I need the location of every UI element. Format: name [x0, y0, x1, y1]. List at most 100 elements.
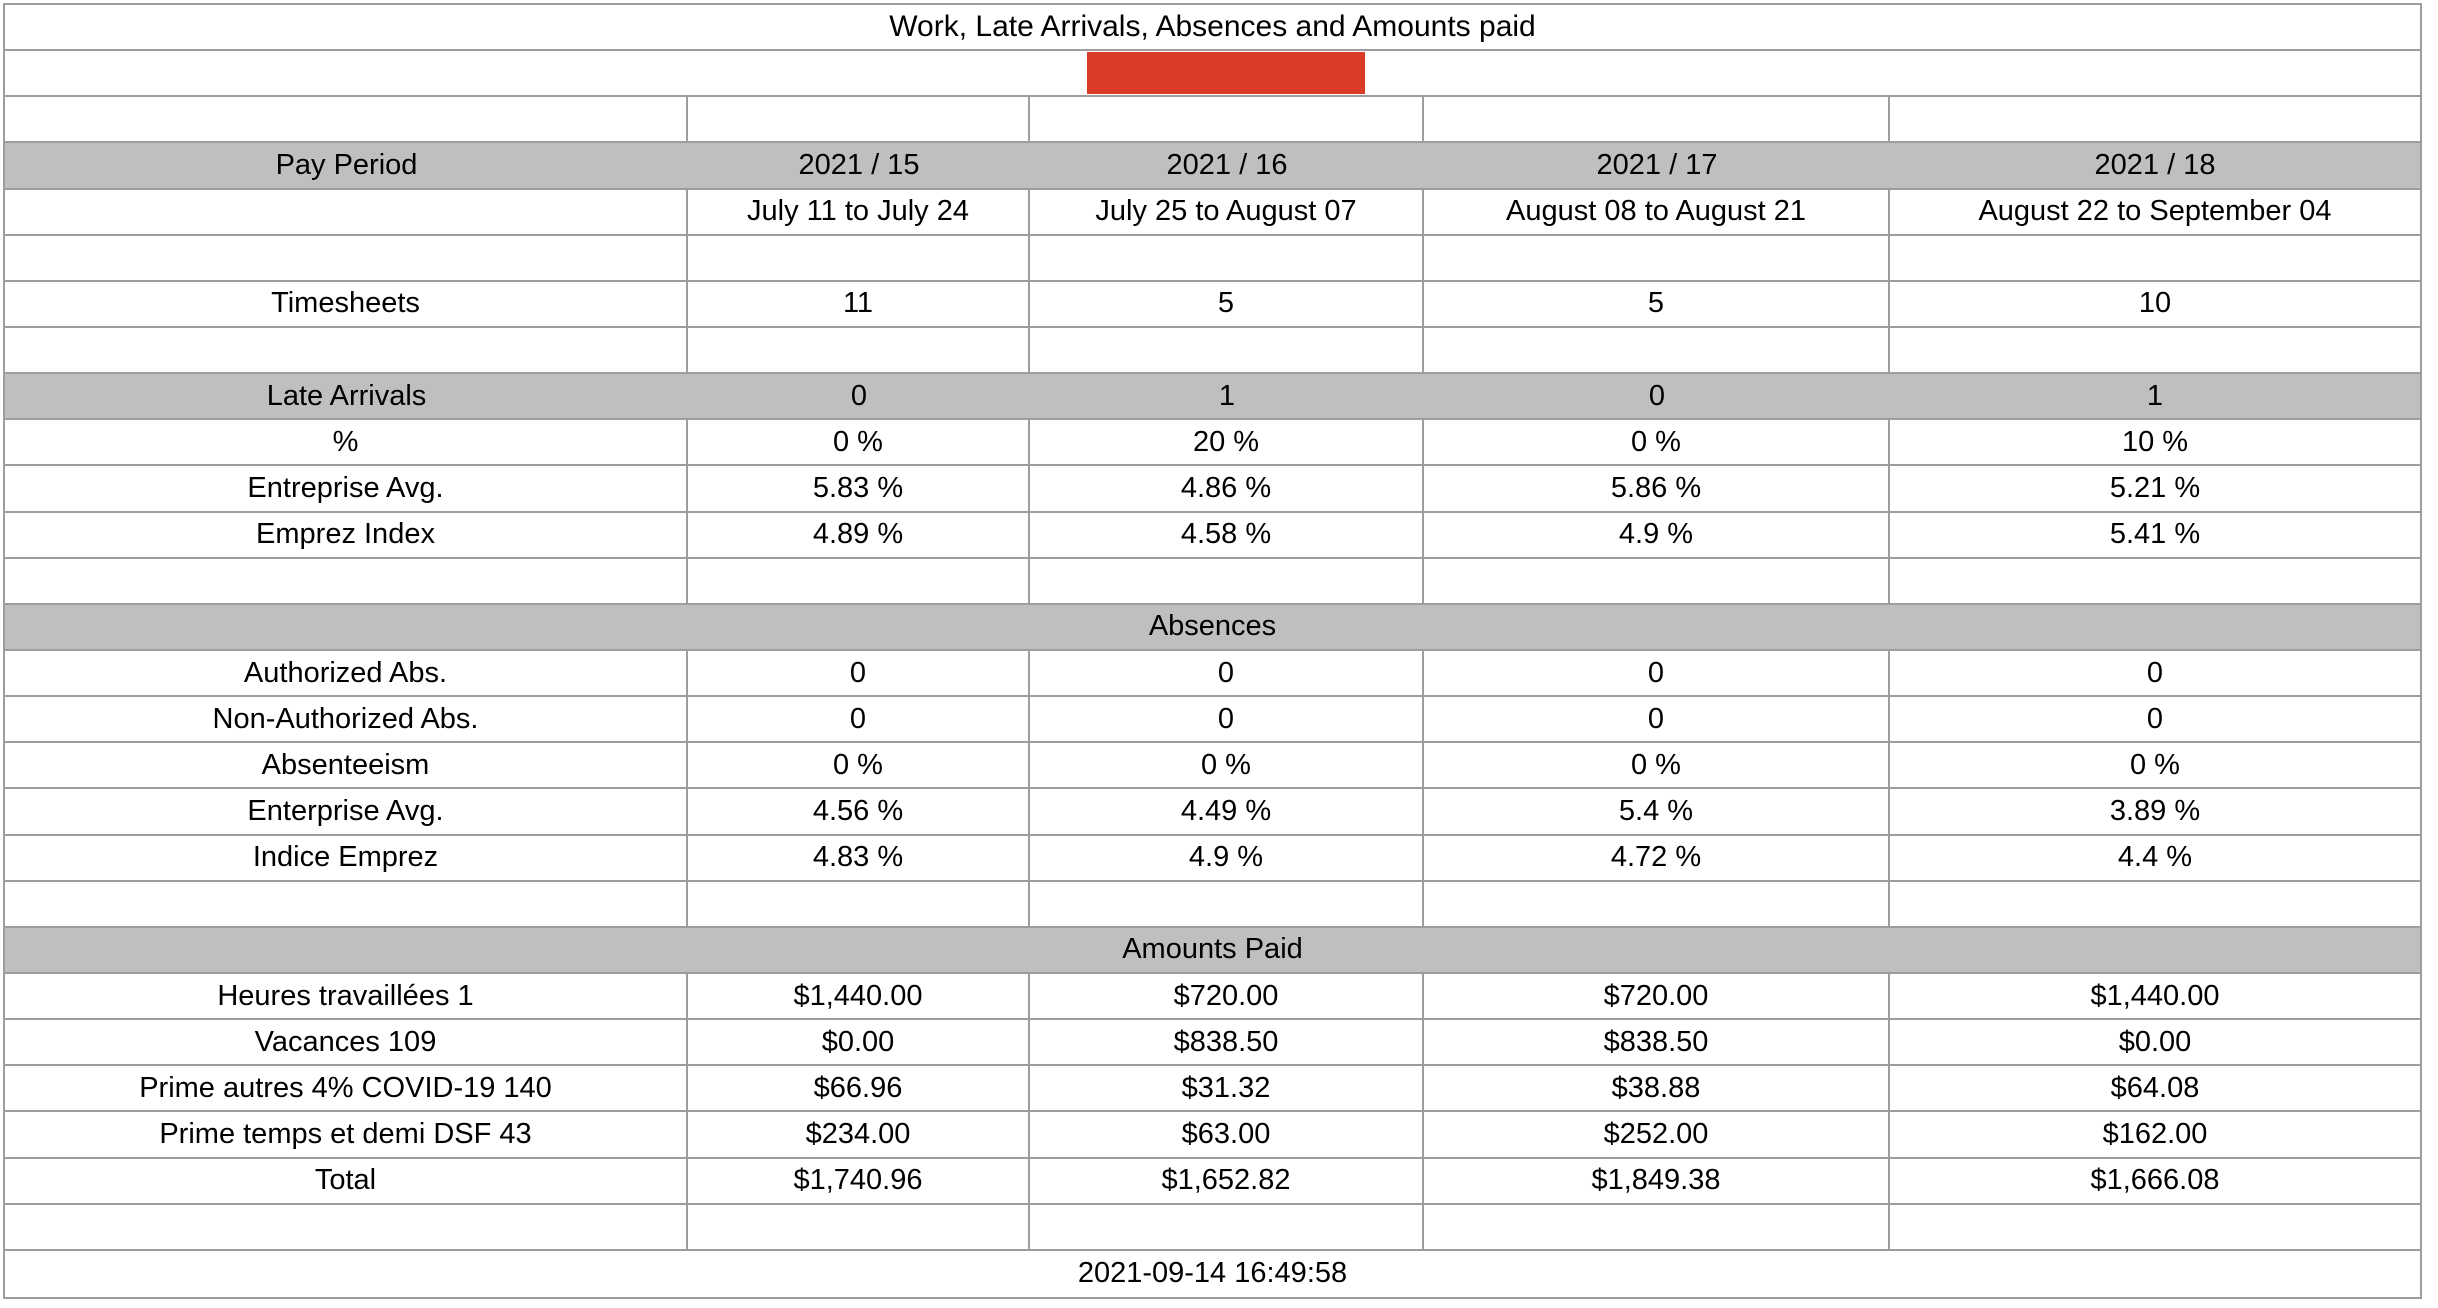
- vacances-row-cell-2: $838.50: [1030, 1020, 1424, 1065]
- vacances-row-cell-4: $0.00: [2118, 1025, 2192, 1058]
- total-row-cell-0: Total: [5, 1158, 688, 1203]
- spacer-row-2-cell-2: [1030, 235, 1424, 280]
- spacer-row-4-cell-1: [688, 558, 1030, 603]
- spacer-row-4-cell-4: [1890, 559, 2420, 603]
- authorized-abs-row-cell-2: 0: [1030, 650, 1424, 696]
- authorized-abs-row: Authorized Abs. 0 0 0 0: [5, 650, 2420, 698]
- absenteeism-row-cell-4: 0 %: [2130, 748, 2180, 781]
- late-arrivals-percent-row-cell-3: 0 %: [1424, 420, 1890, 465]
- timesheets-row-cell-3: 5: [1424, 281, 1890, 326]
- title-row-cell: Work, Late Arrivals, Absences and Amount…: [889, 10, 1536, 44]
- spacer-row-3-cell-0: [5, 327, 688, 373]
- vacances-row-cell-1: $0.00: [688, 1020, 1030, 1065]
- absenteeism-row-cell-3: 0 %: [1424, 743, 1890, 788]
- timesheets-row-cell-2: 5: [1030, 281, 1424, 326]
- prime-temps-demi-row-cell-2: $63.00: [1030, 1112, 1424, 1157]
- non-authorized-abs-row-cell-0: Non-Authorized Abs.: [5, 697, 688, 742]
- absences-indice-emprez-row-cell-4: 4.4 %: [2117, 841, 2193, 874]
- pay-period-header-row: Pay Period 2021 / 15 2021 / 16 2021 / 17 202…: [5, 143, 2420, 190]
- spacer-row-6-cell-1: [688, 1204, 1030, 1249]
- timesheets-row: Timesheets 11 5 5 10: [5, 281, 2420, 328]
- spacer-row-5-cell-3: [1424, 881, 1890, 926]
- absences-indice-emprez-row-cell-1: 4.83 %: [688, 835, 1030, 880]
- pay-period-dates-row-cell-1: July 11 to July 24: [688, 189, 1030, 234]
- absences-band-row-cell: Absences: [1148, 610, 1277, 643]
- absences-indice-emprez-row-cell-0: Indice Emprez: [5, 835, 688, 880]
- spacer-row-4-cell-0: [5, 558, 688, 603]
- prime-autres-covid-row-cell-0: Prime autres 4% COVID-19 140: [5, 1066, 688, 1111]
- amounts-paid-band-row: Amounts Paid: [5, 927, 2420, 974]
- spacer-row-2-cell-1: [688, 235, 1030, 280]
- absenteeism-row-cell-1: 0 %: [688, 743, 1030, 788]
- authorized-abs-row-cell-3: 0: [1424, 650, 1890, 696]
- redacted-name-row: [5, 51, 2420, 98]
- absences-enterprise-avg-row-cell-1: 4.56 %: [688, 789, 1030, 834]
- timesheets-row-cell-0: Timesheets: [5, 281, 688, 326]
- spacer-row-1-cell-4: [1890, 97, 2420, 141]
- spacer-row-3-cell-2: [1030, 327, 1424, 373]
- late-emprez-index-row-cell-3: 4.9 %: [1424, 512, 1890, 557]
- spacer-row-4-cell-2: [1030, 558, 1424, 603]
- pay-period-header-row-cell-1: 2021 / 15: [798, 148, 920, 181]
- late-arrivals-percent-row-cell-4: 10 %: [2121, 425, 2189, 458]
- total-row: Total $1,740.96 $1,652.82 $1,849.38 $1,666.0…: [5, 1158, 2420, 1205]
- spacer-row-1-cell-2: [1030, 97, 1424, 142]
- absences-enterprise-avg-row-cell-3: 5.4 %: [1424, 789, 1890, 834]
- spacer-row-6-cell-0: [5, 1204, 688, 1249]
- pay-period-header-row-cell-3: 2021 / 17: [1596, 148, 1718, 181]
- absences-enterprise-avg-row-cell-2: 4.49 %: [1030, 789, 1424, 834]
- spacer-row-6-cell-4: [1890, 1205, 2420, 1249]
- non-authorized-abs-row-cell-2: 0: [1030, 697, 1424, 742]
- late-arrivals-percent-row: % 0 % 20 % 0 % 10 %: [5, 420, 2420, 467]
- spacer-row-6-cell-3: [1424, 1204, 1890, 1249]
- non-authorized-abs-row-cell-3: 0: [1424, 697, 1890, 742]
- late-emprez-index-row-cell-1: 4.89 %: [688, 512, 1030, 557]
- late-emprez-index-row-cell-0: Emprez Index: [5, 512, 688, 557]
- late-emprez-index-row-cell-2: 4.58 %: [1030, 512, 1424, 557]
- late-arrivals-percent-row-cell-1: 0 %: [688, 420, 1030, 465]
- late-arrivals-row-cell-2: 1: [1218, 379, 1236, 412]
- late-arrivals-row-cell-1: 0: [850, 379, 868, 412]
- spacer-row-2-cell-4: [1890, 236, 2420, 280]
- timesheets-row-cell-4: 10: [2138, 287, 2172, 320]
- absences-indice-emprez-row: Indice Emprez 4.83 % 4.9 % 4.72 % 4.4 %: [5, 835, 2420, 882]
- heures-travaillees-row-cell-4: $1,440.00: [2090, 979, 2220, 1012]
- heures-travaillees-row-cell-0: Heures travaillées 1: [5, 973, 688, 1019]
- spacer-row-4-cell-3: [1424, 558, 1890, 603]
- late-arrivals-row-cell-3: 0: [1648, 379, 1666, 412]
- late-arrivals-row: Late Arrivals 0 1 0 1: [5, 374, 2420, 421]
- spacer-row-6: [5, 1204, 2420, 1251]
- late-entreprise-avg-row: Entreprise Avg. 5.83 % 4.86 % 5.86 % 5.21 %: [5, 466, 2420, 513]
- late-arrivals-percent-row-cell-2: 20 %: [1030, 420, 1424, 465]
- timestamp-row-cell: 2021-09-14 16:49:58: [1077, 1257, 1348, 1290]
- vacances-row-cell-3: $838.50: [1424, 1020, 1890, 1065]
- authorized-abs-row-cell-4: 0: [2146, 656, 2164, 689]
- prime-autres-covid-row: Prime autres 4% COVID-19 140 $66.96 $31.32…: [5, 1066, 2420, 1113]
- heures-travaillees-row: Heures travaillées 1 $1,440.00 $720.00 $720…: [5, 973, 2420, 1021]
- spacer-row-5-cell-0: [5, 881, 688, 926]
- pay-period-header-row-cell-4: 2021 / 18: [2094, 148, 2216, 181]
- heures-travaillees-row-cell-2: $720.00: [1030, 973, 1424, 1019]
- spacer-row-1-cell-0: [5, 97, 688, 142]
- late-emprez-index-row-cell-4: 5.41 %: [2109, 518, 2201, 551]
- absences-enterprise-avg-row: Enterprise Avg. 4.56 % 4.49 % 5.4 % 3.89 %: [5, 789, 2420, 836]
- heures-travaillees-row-cell-1: $1,440.00: [688, 973, 1030, 1019]
- prime-autres-covid-row-cell-1: $66.96: [688, 1066, 1030, 1111]
- late-arrivals-row-cell-0: Late Arrivals: [266, 379, 427, 412]
- spacer-row-3-cell-4: [1890, 328, 2420, 372]
- late-entreprise-avg-row-cell-3: 5.86 %: [1424, 466, 1890, 511]
- spacer-row-3: [5, 327, 2420, 375]
- late-entreprise-avg-row-cell-4: 5.21 %: [2109, 471, 2201, 504]
- spacer-row-4: [5, 558, 2420, 605]
- pay-period-dates-row-cell-3: August 08 to August 21: [1424, 189, 1890, 234]
- timesheets-row-cell-1: 11: [688, 281, 1030, 326]
- spacer-row-1: [5, 97, 2420, 144]
- late-emprez-index-row: Emprez Index 4.89 % 4.58 % 4.9 % 5.41 %: [5, 512, 2420, 559]
- spacer-row-1-cell-3: [1424, 97, 1890, 142]
- late-entreprise-avg-row-cell-1: 5.83 %: [688, 466, 1030, 511]
- spacer-row-5-cell-1: [688, 881, 1030, 926]
- total-row-cell-2: $1,652.82: [1030, 1158, 1424, 1203]
- prime-temps-demi-row: Prime temps et demi DSF 43 $234.00 $63.00 $…: [5, 1112, 2420, 1159]
- amounts-paid-band-row-cell: Amounts Paid: [1122, 933, 1303, 966]
